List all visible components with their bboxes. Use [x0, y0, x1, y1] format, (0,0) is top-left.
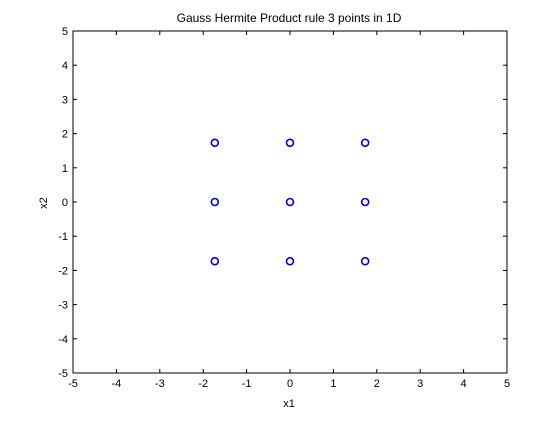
data-point — [210, 138, 220, 148]
axis-ticks: -5 -4 -3 -2 -1 0 1 2 3 4 5 -5 -4 -3 -2 -1 0 1 2 3 4 5 — [58, 26, 510, 390]
x-tick-label: -1 — [242, 378, 252, 390]
data-point — [360, 197, 370, 207]
y-tick-label: 5 — [62, 26, 68, 38]
x-tick-label: -5 — [68, 378, 78, 390]
data-point — [285, 256, 295, 266]
y-tick-label: -4 — [58, 334, 68, 346]
y-tick-label: 0 — [62, 197, 68, 209]
y-tick-label: -2 — [58, 265, 68, 277]
x-axis-title: x1 — [283, 398, 295, 410]
x-tick-label: -3 — [155, 378, 165, 390]
x-tick-label: 2 — [374, 378, 380, 390]
y-tick-label: 2 — [62, 129, 68, 141]
y-tick-label: 3 — [62, 94, 68, 106]
y-tick-label: 4 — [62, 60, 68, 72]
data-point — [210, 197, 220, 207]
x-tick-label: -2 — [198, 378, 208, 390]
x-tick-label: 5 — [504, 378, 510, 390]
chart-title: Gauss Hermite Product rule 3 points in 1… — [177, 11, 402, 25]
y-axis-title: x2 — [38, 197, 50, 209]
data-point — [360, 138, 370, 148]
y-tick-label: -3 — [58, 300, 68, 312]
y-tick-label: -5 — [58, 368, 68, 380]
x-tick-label: -4 — [112, 378, 122, 390]
x-tick-label: 1 — [330, 378, 336, 390]
x-tick-label: 4 — [461, 378, 467, 390]
x-tick-label: 0 — [287, 378, 293, 390]
y-tick-label: 1 — [62, 163, 68, 175]
data-point — [360, 256, 370, 266]
data-points — [210, 138, 370, 266]
data-point — [285, 138, 295, 148]
data-point — [285, 197, 295, 207]
y-tick-label: -1 — [58, 231, 68, 243]
data-point — [210, 256, 220, 266]
x-tick-label: 3 — [417, 378, 423, 390]
plot-area-frame — [72, 30, 508, 374]
